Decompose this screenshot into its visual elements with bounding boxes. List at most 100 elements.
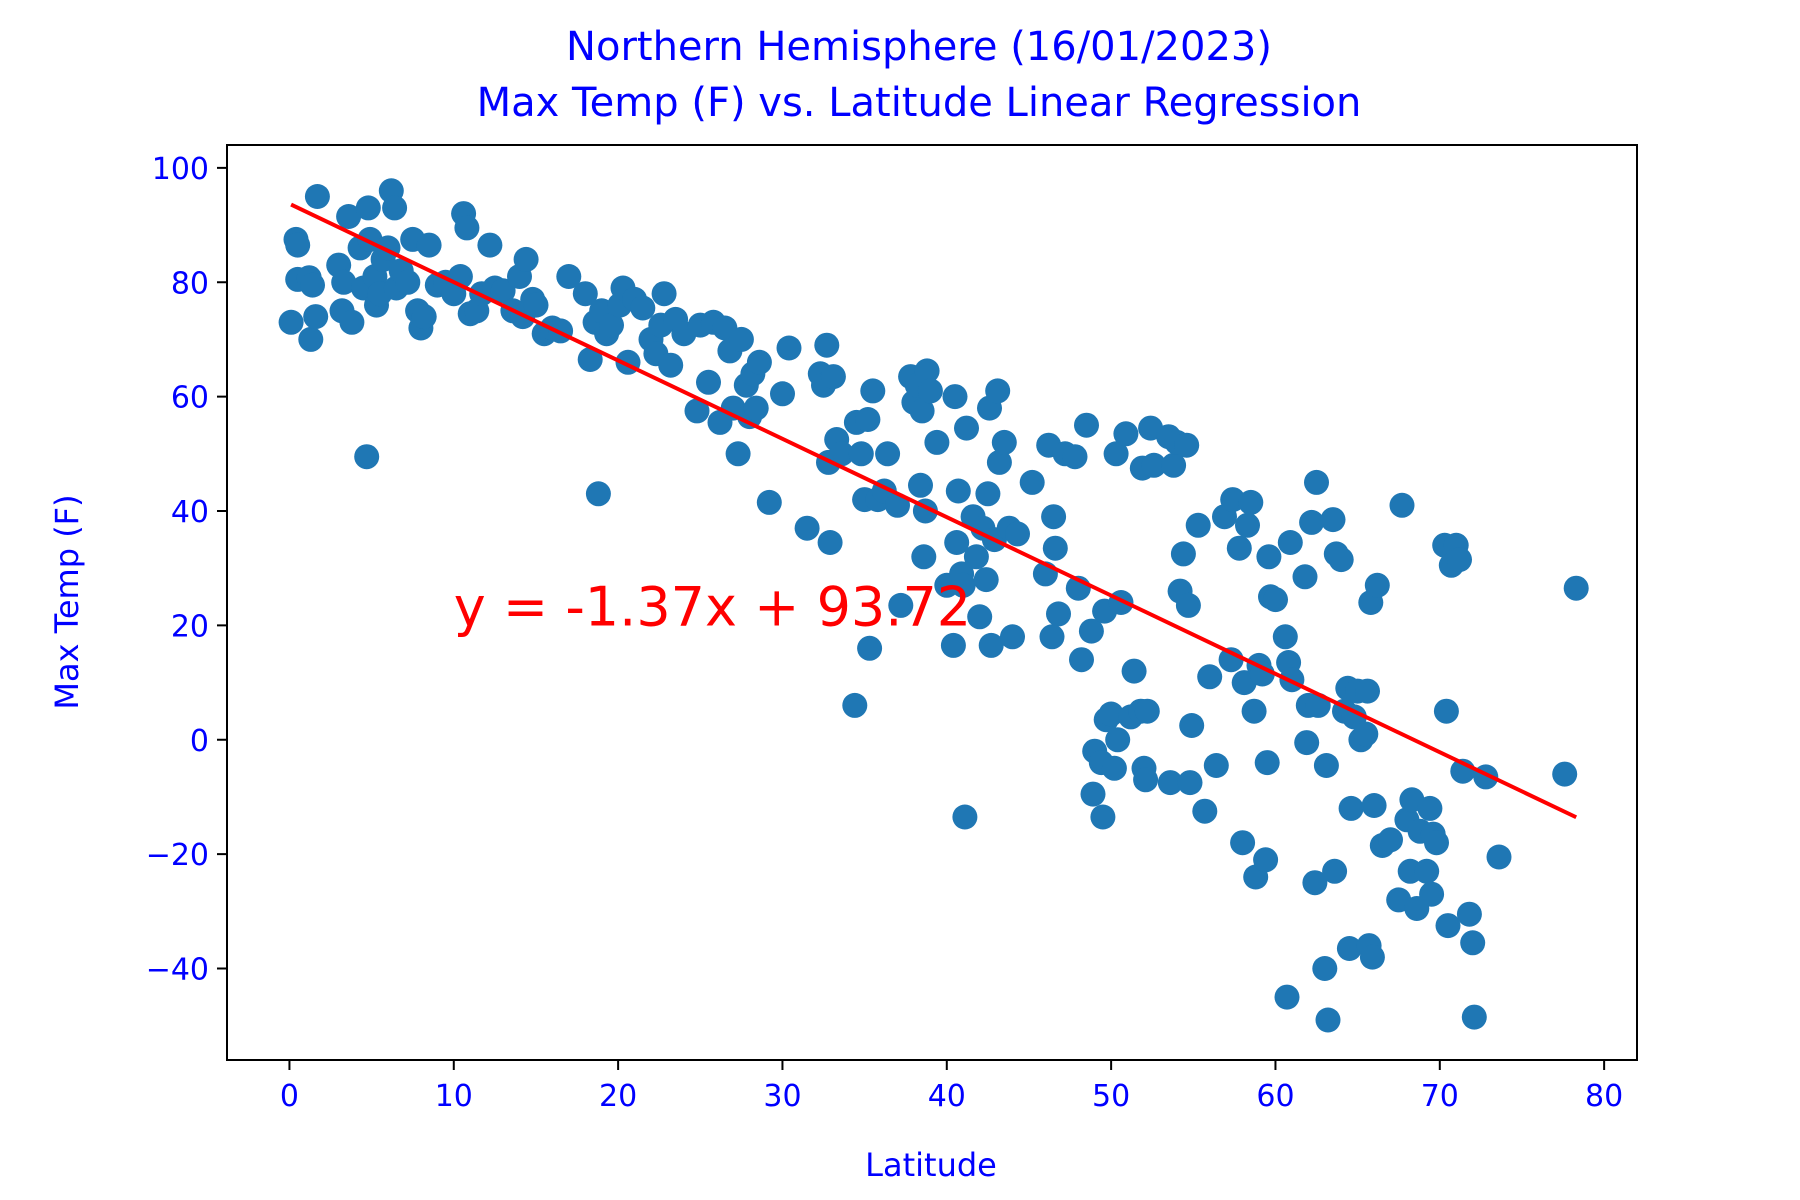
data-point xyxy=(1304,469,1329,495)
x-tick-label: 20 xyxy=(599,1079,637,1114)
data-point xyxy=(1141,452,1167,478)
data-point xyxy=(1062,444,1088,470)
data-point xyxy=(1175,592,1201,618)
data-point xyxy=(1078,618,1104,644)
data-point xyxy=(1414,858,1440,884)
y-tick-label: −20 xyxy=(146,838,209,873)
data-point xyxy=(1249,661,1275,687)
data-point xyxy=(911,544,937,570)
data-point xyxy=(696,369,721,395)
data-point xyxy=(304,184,330,209)
data-point xyxy=(743,395,769,421)
data-point xyxy=(477,232,503,258)
data-point xyxy=(1105,727,1131,753)
data-point xyxy=(978,632,1004,658)
data-point xyxy=(924,429,950,455)
data-point xyxy=(756,489,782,515)
data-point xyxy=(1019,469,1045,495)
chart-title-line1: Northern Hemisphere (16/01/2023) xyxy=(566,24,1272,70)
data-point xyxy=(336,204,362,229)
data-point xyxy=(1322,858,1348,884)
data-point xyxy=(651,281,677,307)
data-point xyxy=(1230,830,1256,856)
data-point xyxy=(857,635,883,661)
data-point xyxy=(1315,1007,1341,1033)
x-tick-label: 80 xyxy=(1585,1079,1623,1114)
data-point xyxy=(909,398,935,424)
data-point xyxy=(1447,547,1472,573)
data-point xyxy=(888,592,914,618)
data-point xyxy=(513,246,539,272)
data-point xyxy=(1103,441,1129,467)
data-point xyxy=(952,804,978,830)
data-point xyxy=(794,515,820,541)
data-point xyxy=(556,264,582,289)
data-point xyxy=(339,309,365,335)
data-point xyxy=(954,415,979,441)
data-point xyxy=(1039,624,1065,650)
data-point xyxy=(985,378,1011,404)
data-point xyxy=(842,692,868,718)
data-point xyxy=(855,407,881,432)
data-point xyxy=(1203,753,1229,778)
data-point xyxy=(1299,509,1325,535)
regression-layer: y = -1.37x + 93.72 xyxy=(290,202,1578,820)
data-point xyxy=(411,304,437,330)
data-point xyxy=(725,441,751,467)
x-axis: 0 10 20 30 40 50 60 70 80 xyxy=(280,1060,1623,1114)
data-point xyxy=(395,269,421,295)
data-point xyxy=(1552,761,1578,787)
data-point xyxy=(1113,421,1139,447)
data-point xyxy=(1313,753,1339,778)
data-point xyxy=(1197,664,1223,690)
data-point xyxy=(1161,452,1187,478)
data-point xyxy=(1121,658,1147,684)
y-tick-label: 20 xyxy=(171,609,209,644)
data-point xyxy=(523,292,549,318)
data-point xyxy=(1041,504,1067,530)
x-tick-label: 10 xyxy=(435,1079,473,1114)
data-point xyxy=(382,195,408,221)
x-tick-label: 60 xyxy=(1256,1079,1294,1114)
regression-line xyxy=(290,202,1578,820)
data-point xyxy=(1272,624,1298,650)
data-point xyxy=(1419,881,1445,907)
data-point xyxy=(1192,798,1218,824)
data-point xyxy=(1328,547,1354,573)
data-point xyxy=(1263,587,1288,613)
data-point xyxy=(300,272,325,298)
data-point xyxy=(1378,827,1403,853)
data-point xyxy=(986,449,1012,475)
y-axis: −40 −20 0 20 40 60 80 100 xyxy=(146,152,227,988)
data-point xyxy=(1170,541,1196,567)
data-point xyxy=(585,481,611,507)
data-point xyxy=(303,304,329,330)
data-point xyxy=(1254,750,1280,776)
y-tick-label: 80 xyxy=(171,266,209,301)
x-tick-label: 50 xyxy=(1092,1079,1130,1114)
data-point xyxy=(814,332,840,358)
data-point xyxy=(1218,647,1244,673)
data-point xyxy=(1355,678,1380,704)
data-point xyxy=(1177,770,1203,796)
data-point xyxy=(875,441,901,467)
data-point xyxy=(1179,713,1205,738)
data-point xyxy=(942,384,968,410)
data-point xyxy=(1312,956,1338,981)
data-point xyxy=(355,195,381,221)
data-point xyxy=(1090,804,1116,830)
data-point xyxy=(278,309,304,335)
data-point xyxy=(1238,489,1264,515)
data-point xyxy=(1320,507,1346,533)
data-point xyxy=(1069,647,1094,673)
data-point xyxy=(975,481,1001,507)
data-point xyxy=(728,326,754,352)
data-point xyxy=(820,364,846,390)
data-point xyxy=(991,429,1017,455)
x-axis-label: Latitude xyxy=(865,1146,997,1184)
data-point xyxy=(860,378,886,404)
data-point xyxy=(1435,913,1461,939)
data-point xyxy=(1098,701,1124,727)
data-point xyxy=(1185,512,1211,538)
